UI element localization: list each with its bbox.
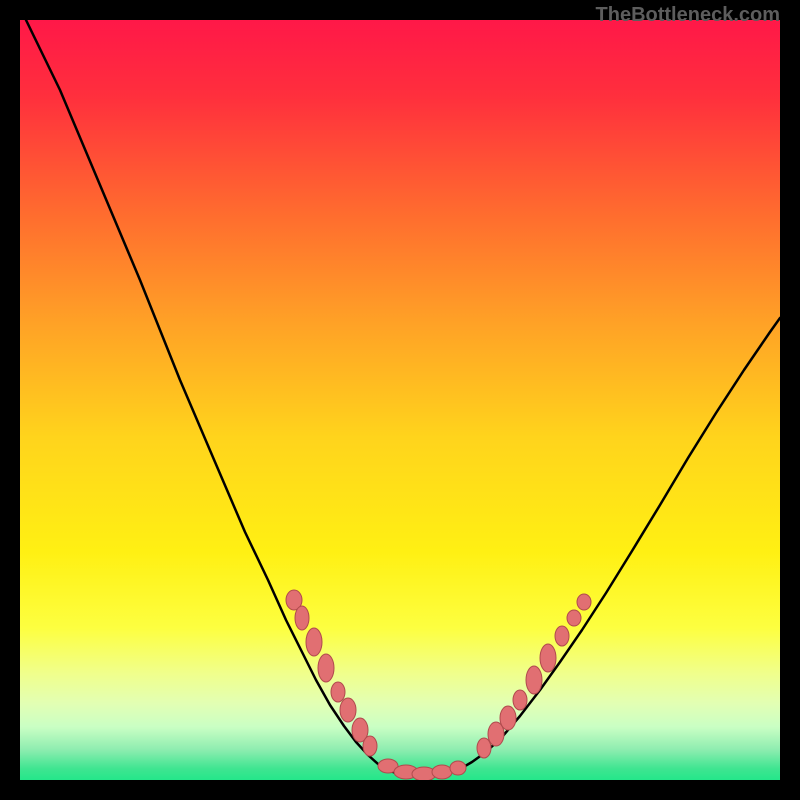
marker-point xyxy=(567,610,581,626)
plot-area xyxy=(20,20,780,780)
marker-point xyxy=(306,628,322,656)
marker-point xyxy=(318,654,334,682)
marker-point xyxy=(340,698,356,722)
marker-point xyxy=(477,738,491,758)
marker-point xyxy=(295,606,309,630)
marker-point xyxy=(540,644,556,672)
marker-point xyxy=(363,736,377,756)
watermark-text: TheBottleneck.com xyxy=(596,4,780,27)
chart-container: TheBottleneck.com xyxy=(0,0,800,800)
chart-svg xyxy=(20,20,780,780)
marker-point xyxy=(331,682,345,702)
marker-point xyxy=(450,761,466,775)
marker-point xyxy=(500,706,516,730)
marker-point xyxy=(526,666,542,694)
gradient-rect xyxy=(20,20,780,780)
marker-point xyxy=(577,594,591,610)
marker-point xyxy=(513,690,527,710)
marker-point xyxy=(555,626,569,646)
marker-point xyxy=(432,765,452,779)
